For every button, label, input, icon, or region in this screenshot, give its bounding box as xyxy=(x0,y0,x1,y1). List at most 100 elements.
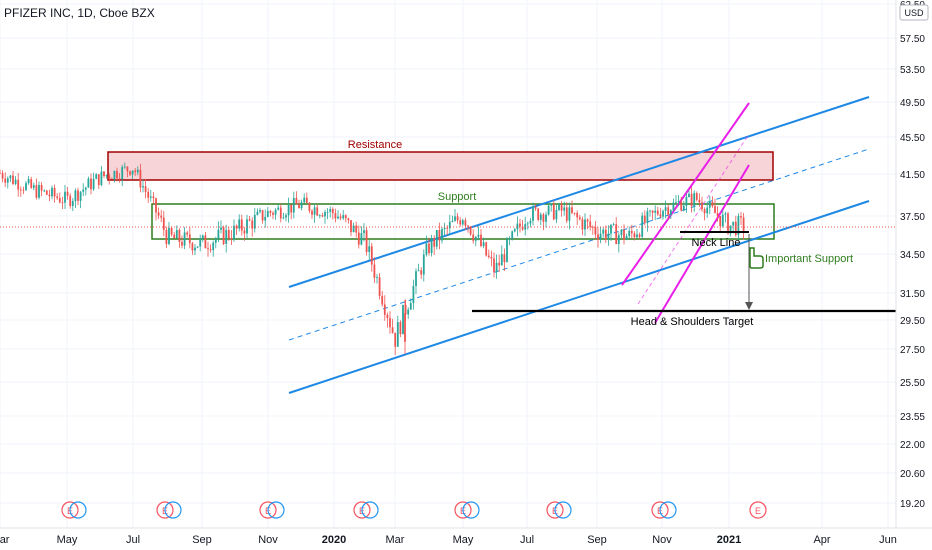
candle-body xyxy=(389,318,391,328)
candle-body xyxy=(742,217,745,231)
candle-body xyxy=(118,178,121,180)
price-tick-label: 23.55 xyxy=(900,412,925,423)
support-label: Support xyxy=(438,191,477,203)
candle-body xyxy=(368,246,371,253)
candle-body xyxy=(168,227,170,245)
candle-body xyxy=(149,196,152,198)
candle-body xyxy=(511,231,514,239)
candle-body xyxy=(279,207,282,219)
candle-body xyxy=(342,215,345,219)
candle-body xyxy=(724,213,727,215)
candle-body xyxy=(305,197,308,203)
candle-body xyxy=(490,256,493,259)
candle-body xyxy=(170,227,173,235)
candle-body xyxy=(292,197,295,213)
currency-box[interactable] xyxy=(899,4,929,21)
candle-body xyxy=(672,202,675,211)
candle-body xyxy=(415,271,417,287)
dividend-icon xyxy=(659,501,677,519)
channel-lower-line xyxy=(288,200,870,394)
candle-body xyxy=(409,303,412,310)
candle-body xyxy=(688,193,690,198)
candle-body xyxy=(435,230,438,247)
candle-body xyxy=(269,211,272,213)
candle-body xyxy=(246,219,248,234)
candle-body xyxy=(677,201,680,203)
dividend-icon xyxy=(462,501,480,519)
candle-body xyxy=(6,178,9,183)
candle-body xyxy=(334,213,337,219)
candle-body xyxy=(469,226,472,235)
candle-body xyxy=(347,218,350,221)
candle-body xyxy=(256,211,259,215)
candle-body xyxy=(32,185,35,188)
candle-body xyxy=(272,212,274,215)
candle-body xyxy=(110,178,113,180)
candle-body xyxy=(12,175,14,184)
candle-body xyxy=(300,202,303,209)
hand-shape xyxy=(749,247,764,269)
candle-body xyxy=(664,207,667,211)
candle-body xyxy=(129,171,131,175)
time-tick-label: May xyxy=(57,534,78,546)
candle-body xyxy=(25,183,27,190)
candle-body xyxy=(396,322,399,347)
candle-body xyxy=(217,229,220,239)
candle-body xyxy=(324,212,326,217)
candle-body xyxy=(682,205,685,211)
candle-body xyxy=(649,210,651,212)
candle-body xyxy=(196,246,199,248)
candle-body xyxy=(472,234,475,241)
earnings-icon xyxy=(749,501,767,519)
candle-body xyxy=(58,198,61,203)
price-tick-label: 34.50 xyxy=(900,250,925,261)
pointing-hand-icon xyxy=(749,247,764,269)
candle-body xyxy=(404,313,406,342)
candle-body xyxy=(430,237,433,253)
candle-body xyxy=(459,220,462,225)
candle-body xyxy=(493,258,495,273)
candle-body xyxy=(706,207,709,214)
price-tick-label: 19.20 xyxy=(900,499,925,510)
candle-body xyxy=(607,233,610,240)
time-tick-label: 2021 xyxy=(717,534,741,546)
candle-body xyxy=(412,286,415,304)
candle-body xyxy=(74,190,77,201)
candle-body xyxy=(233,225,235,240)
candle-body xyxy=(732,221,735,226)
price-tick-label: 27.50 xyxy=(900,345,925,356)
time-tick-label: Mar xyxy=(0,534,10,546)
candle-body xyxy=(422,254,425,275)
candle-body xyxy=(123,166,126,168)
zones: Resistance Support xyxy=(107,139,775,240)
candle-body xyxy=(48,194,51,197)
candle-body xyxy=(508,238,511,240)
hs-target-label: Head & Shoulders Target xyxy=(631,316,754,328)
candle-body xyxy=(186,232,189,235)
candle-body xyxy=(64,191,66,203)
grid xyxy=(0,0,896,528)
time-axis[interactable]: Mar May Jul Sep Nov 2020 Mar May Jul Sep Nov 2021 Ap… xyxy=(0,534,897,546)
candle-body xyxy=(519,223,521,227)
candle-body xyxy=(383,304,386,315)
candle-body xyxy=(22,189,25,191)
candle-body xyxy=(30,179,33,188)
candle-body xyxy=(641,215,644,237)
candle-body xyxy=(108,175,111,179)
time-tick-label: 2020 xyxy=(322,534,346,546)
time-tick-label: Sep xyxy=(192,534,212,546)
candle-body xyxy=(565,207,568,221)
dividend-icon xyxy=(267,501,285,519)
pink-channel-mid-line xyxy=(637,133,750,305)
candle-body xyxy=(532,206,534,221)
candle-body xyxy=(157,212,160,216)
candle-body xyxy=(69,195,72,207)
candle-body xyxy=(100,171,103,186)
candle-body xyxy=(597,234,599,240)
candle-body xyxy=(131,170,134,175)
candle-body xyxy=(441,229,443,241)
candle-body xyxy=(464,220,467,226)
price-axis-bg xyxy=(896,0,932,528)
candle-body xyxy=(227,230,230,239)
